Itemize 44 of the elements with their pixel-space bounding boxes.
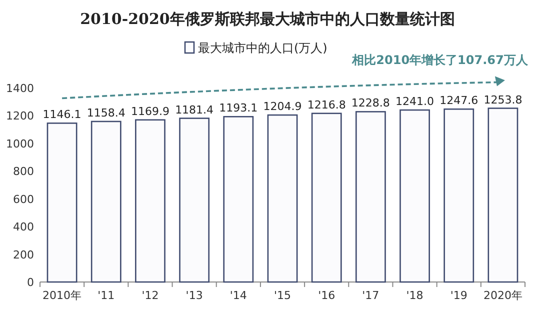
text: 1158.4: [86, 106, 126, 120]
text: 1228.8: [351, 96, 390, 110]
x-tick-label: '19: [450, 289, 468, 302]
text: 相比2010年增长了107.67万人: [351, 53, 529, 67]
bar: [135, 119, 166, 283]
bar: [355, 111, 386, 283]
bar: [400, 109, 430, 283]
y-tick-label: 1400: [6, 82, 34, 95]
y-tick-label: 1200: [6, 110, 34, 123]
x-tick-label: '14: [230, 289, 247, 302]
x-tick-label: 2020年: [483, 289, 522, 302]
x-tick-label: '15: [274, 289, 292, 302]
legend-label: 最大城市中的人口(万人): [198, 41, 328, 55]
x-tick-label: '11: [98, 289, 115, 302]
text: 1253.8: [484, 93, 522, 106]
text: 1247.6: [440, 94, 478, 108]
bar: [223, 116, 254, 283]
y-tick-label: 400: [13, 220, 34, 234]
text: 1241.0: [396, 95, 434, 108]
y-tick-label: 1000: [6, 137, 34, 150]
bar: [90, 120, 122, 283]
bar: [179, 118, 210, 283]
y-tick-label: 0: [27, 276, 34, 289]
bar: [311, 112, 342, 283]
bar: [267, 114, 298, 283]
chart-title: 2010-2020年俄罗斯联邦最大城市中的人口数量统计图: [80, 10, 455, 28]
x-tick-label: '13: [186, 289, 203, 302]
y-tick-label: 200: [13, 248, 34, 262]
text: 1181.4: [175, 103, 214, 116]
bar: [46, 122, 78, 283]
bar: [444, 108, 474, 283]
x-tick-label: '18: [406, 289, 424, 302]
x-tick-label: 2010年: [42, 289, 82, 302]
y-tick-label: 800: [13, 165, 34, 178]
text: 1204.9: [263, 100, 302, 114]
x-tick-label: '16: [318, 289, 336, 302]
text: 1169.9: [130, 104, 170, 118]
x-tick-label: '12: [142, 289, 159, 302]
text: 1146.1: [42, 108, 82, 122]
bar: [488, 108, 518, 283]
text: 1193.1: [219, 102, 258, 115]
text: 1216.8: [307, 98, 346, 112]
x-tick-label: '17: [362, 289, 380, 302]
y-tick-label: 600: [13, 192, 34, 206]
